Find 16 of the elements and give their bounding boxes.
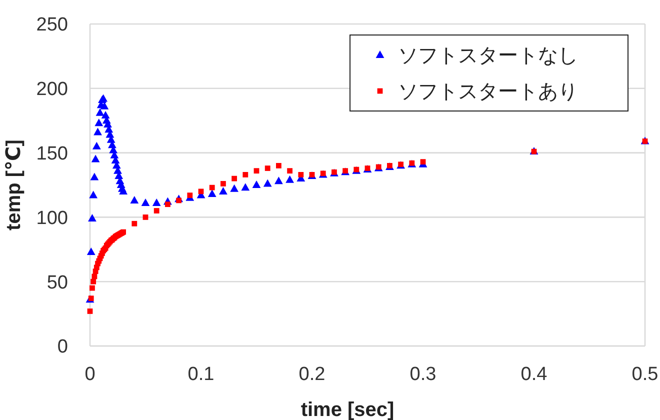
y-tick-label: 200 <box>36 79 68 100</box>
x-tick-label: 0.1 <box>188 364 214 385</box>
x-tick-label: 0 <box>84 364 96 385</box>
legend-label: ソフトスタートなし <box>398 45 578 67</box>
legend-label: ソフトスタートあり <box>398 81 578 103</box>
x-tick-label: 0.5 <box>632 364 658 385</box>
y-tick-label: 50 <box>46 272 68 294</box>
x-tick-label: 0.4 <box>520 364 548 385</box>
y-tick-label: 0 <box>57 336 68 358</box>
y-tick-label: 150 <box>36 143 68 164</box>
y-axis-title: temp [℃] <box>3 140 25 230</box>
x-tick-label: 0.2 <box>298 364 326 385</box>
x-axis-title: time [sec] <box>300 399 394 420</box>
y-tick-label: 100 <box>36 208 68 229</box>
x-tick-label: 0.3 <box>410 364 436 385</box>
y-tick-label: 250 <box>36 14 68 36</box>
